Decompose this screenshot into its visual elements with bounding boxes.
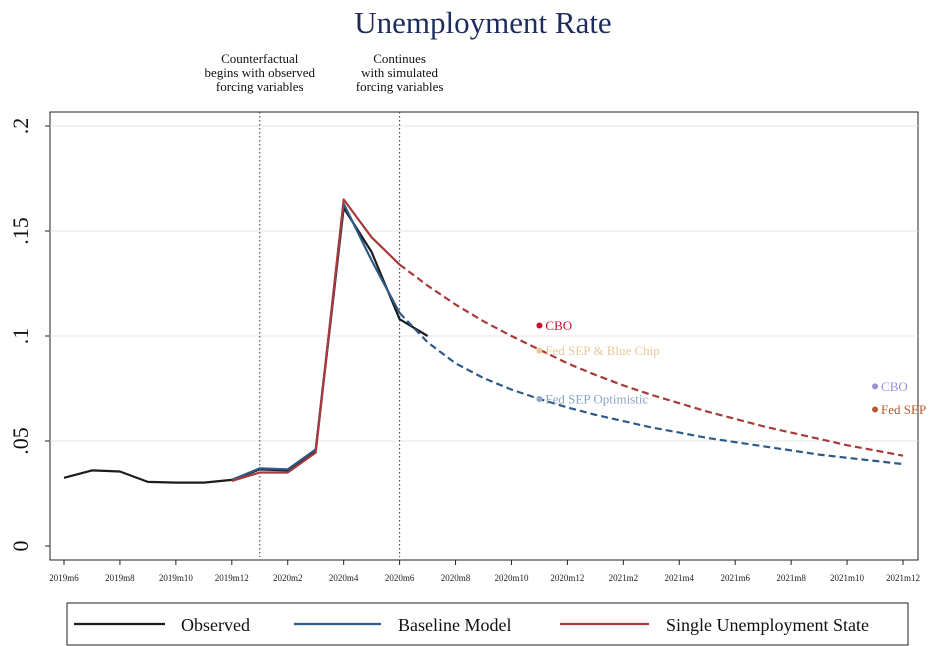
forecast-label: CBO [881, 379, 908, 394]
x-tick-label: 2019m6 [49, 573, 79, 583]
x-tick-label: 2020m4 [329, 573, 359, 583]
x-tick-label: 2019m12 [215, 573, 249, 583]
annotation-text: Continues [373, 51, 426, 66]
forecast-point [536, 396, 543, 402]
series-line [231, 202, 401, 481]
forecast-label: CBO [545, 318, 572, 333]
y-tick-label: .05 [8, 427, 33, 455]
x-tick-label: 2021m6 [720, 573, 750, 583]
legend-label: Baseline Model [398, 615, 511, 635]
y-tick-label: 0 [8, 541, 33, 552]
x-tick-label: 2021m2 [609, 573, 639, 583]
forecast-label: Fed SEP Optimistic [545, 392, 648, 407]
legend-label: Observed [181, 615, 250, 635]
legend-box [66, 602, 909, 646]
forecast-label: Fed SEP & Blue Chip [545, 343, 659, 358]
annotation-text: begins with observed [205, 65, 316, 80]
x-tick-label: 2021m12 [886, 573, 920, 583]
x-tick-label: 2021m4 [665, 573, 695, 583]
x-tick-label: 2019m10 [159, 573, 194, 583]
annotation-text: Counterfactual [221, 51, 299, 66]
y-tick-label: .1 [8, 328, 33, 345]
series-line [398, 263, 904, 457]
x-tick-label: 2020m12 [550, 573, 584, 583]
x-tick-label: 2020m6 [385, 573, 415, 583]
chart-title: Unemployment Rate [354, 5, 611, 40]
forecast-point [536, 347, 543, 354]
forecast-point [872, 406, 879, 413]
plot-area: 0 .05 .1 .15 .2 2019m6 2019m8 2019m10 2019m12 202… [8, 51, 926, 583]
x-tick-label: 2020m8 [441, 573, 471, 583]
series-line [231, 198, 401, 482]
forecast-point [536, 322, 543, 329]
forecast-point [872, 383, 879, 390]
x-tick-label: 2019m8 [105, 573, 135, 583]
legend: Observed Baseline Model Single Unemploymen… [66, 602, 909, 646]
x-tick-label: 2020m2 [273, 573, 303, 583]
series-line [398, 312, 904, 466]
x-tick-label: 2021m10 [830, 573, 865, 583]
annotation-text: forcing variables [356, 79, 444, 94]
legend-label: Single Unemployment State [666, 615, 869, 635]
y-tick-label: .2 [8, 118, 33, 135]
x-tick-label: 2020m10 [494, 573, 529, 583]
annotation-text: with simulated [361, 65, 438, 80]
forecast-label: Fed SEP [881, 402, 926, 417]
x-tick-label: 2021m8 [776, 573, 806, 583]
annotation-text: forcing variables [216, 79, 304, 94]
y-tick-label: .15 [8, 217, 33, 245]
